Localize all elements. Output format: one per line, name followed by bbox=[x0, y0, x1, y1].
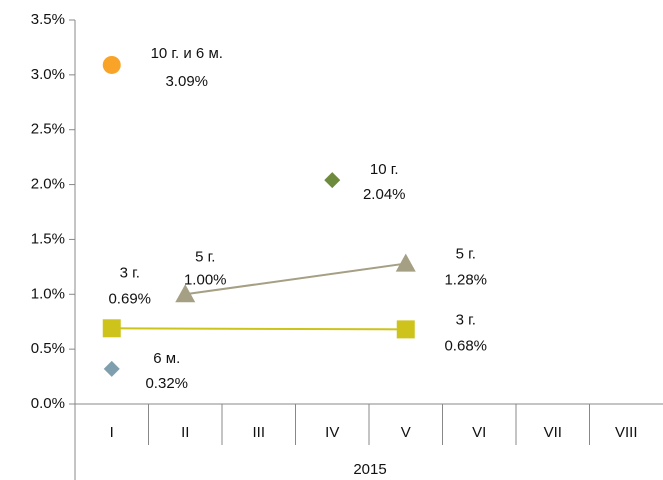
data-label-value: 0.69% bbox=[108, 290, 151, 307]
x-tick-label: IV bbox=[325, 424, 339, 441]
x-tick-label: V bbox=[401, 424, 411, 441]
data-label-value: 2.04% bbox=[363, 186, 406, 203]
marker bbox=[395, 253, 416, 272]
marker bbox=[103, 360, 120, 377]
data-label-value: 0.68% bbox=[444, 337, 487, 354]
data-label-name: 3 г. bbox=[456, 311, 476, 328]
data-label-name: 10 г. и 6 м. bbox=[151, 45, 223, 62]
marker bbox=[102, 55, 121, 74]
group-label: 2015 bbox=[353, 461, 386, 478]
data-label-value: 1.28% bbox=[444, 272, 487, 289]
y-tick-label: 1.0% bbox=[31, 285, 65, 302]
data-label-name: 10 г. bbox=[370, 161, 399, 178]
y-tick-label: 2.5% bbox=[31, 121, 65, 138]
y-tick-label: 2.0% bbox=[31, 176, 65, 193]
x-tick-label: III bbox=[252, 424, 265, 441]
x-tick-label: VI bbox=[472, 424, 486, 441]
y-tick-label: 3.0% bbox=[31, 66, 65, 83]
data-label-name: 6 м. bbox=[153, 350, 180, 367]
data-label-name: 3 г. bbox=[120, 264, 140, 281]
x-tick-label: VIII bbox=[615, 424, 638, 441]
y-tick-label: 0.0% bbox=[31, 395, 65, 412]
data-label-name: 5 г. bbox=[195, 248, 215, 265]
data-label-value: 1.00% bbox=[184, 271, 227, 288]
data-label-name: 5 г. bbox=[456, 246, 476, 263]
data-label-value: 3.09% bbox=[165, 73, 208, 90]
marker bbox=[175, 284, 196, 303]
data-label-value: 0.32% bbox=[145, 375, 188, 392]
y-tick-label: 0.5% bbox=[31, 340, 65, 357]
marker bbox=[324, 172, 341, 189]
x-tick-label: I bbox=[110, 424, 114, 441]
series-line bbox=[111, 327, 406, 331]
x-tick-label: II bbox=[181, 424, 189, 441]
y-tick-label: 1.5% bbox=[31, 230, 65, 247]
y-tick-label: 3.5% bbox=[31, 11, 65, 28]
series-line bbox=[185, 262, 406, 296]
x-tick-label: VII bbox=[544, 424, 562, 441]
marker bbox=[396, 320, 415, 339]
marker bbox=[102, 319, 121, 338]
